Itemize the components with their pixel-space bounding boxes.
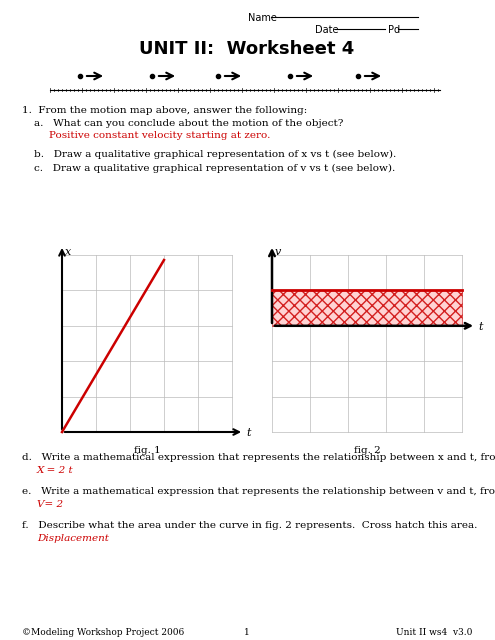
Text: ©Modeling Workshop Project 2006: ©Modeling Workshop Project 2006 (22, 628, 184, 637)
Text: Positive constant velocity starting at zero.: Positive constant velocity starting at z… (49, 131, 270, 140)
Text: X = 2 t: X = 2 t (37, 466, 74, 475)
Text: V= 2: V= 2 (37, 500, 63, 509)
Text: fig. 1: fig. 1 (134, 446, 160, 455)
Text: x: x (65, 247, 71, 257)
Text: 1.  From the motion map above, answer the following:: 1. From the motion map above, answer the… (22, 106, 307, 115)
Text: e.   Write a mathematical expression that represents the relationship between v : e. Write a mathematical expression that … (22, 487, 495, 496)
Text: 1: 1 (244, 628, 250, 637)
Text: fig. 2: fig. 2 (353, 446, 380, 455)
Text: t: t (478, 322, 483, 332)
Text: Name: Name (248, 13, 277, 23)
Polygon shape (272, 291, 462, 326)
Text: Displacement: Displacement (37, 534, 109, 543)
Text: a.   What can you conclude about the motion of the object?: a. What can you conclude about the motio… (34, 119, 344, 128)
Text: t: t (246, 428, 250, 438)
Text: UNIT II:  Worksheet 4: UNIT II: Worksheet 4 (140, 40, 354, 58)
Text: Pd: Pd (388, 25, 400, 35)
Text: b.   Draw a qualitative graphical representation of x vs t (see below).: b. Draw a qualitative graphical represen… (34, 150, 396, 159)
Text: v: v (275, 247, 281, 257)
Text: d.   Write a mathematical expression that represents the relationship between x : d. Write a mathematical expression that … (22, 453, 495, 462)
Text: Date: Date (315, 25, 339, 35)
Text: c.   Draw a qualitative graphical representation of v vs t (see below).: c. Draw a qualitative graphical represen… (34, 164, 395, 173)
Text: Unit II ws4  v3.0: Unit II ws4 v3.0 (396, 628, 472, 637)
Text: f.   Describe what the area under the curve in fig. 2 represents.  Cross hatch t: f. Describe what the area under the curv… (22, 521, 477, 530)
